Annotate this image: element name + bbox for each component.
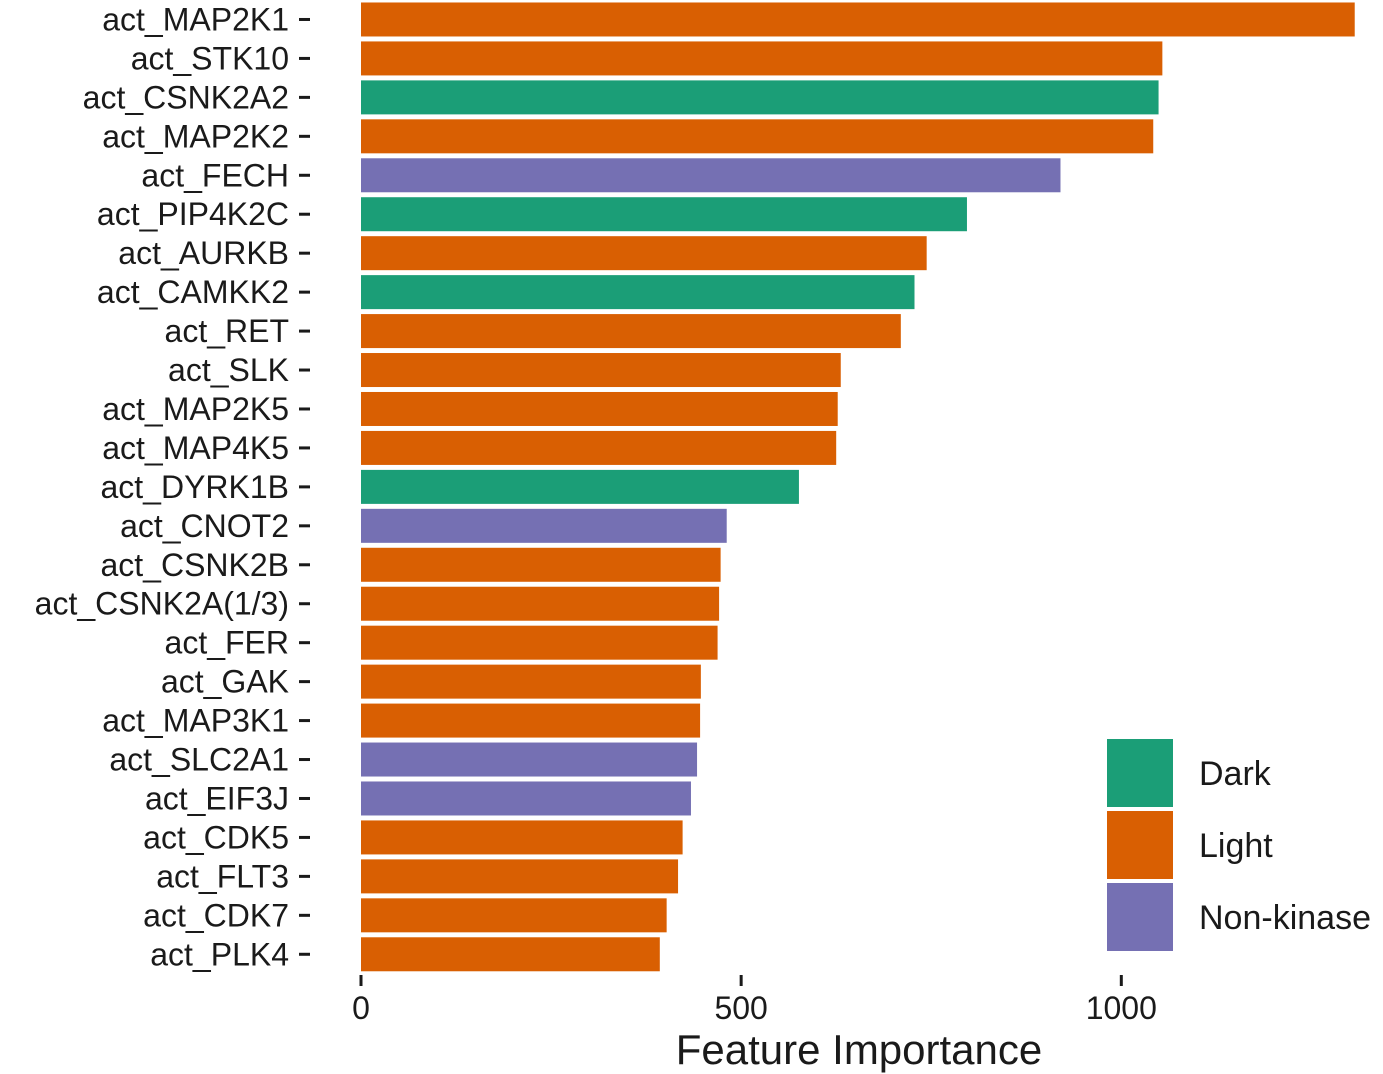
legend-label: Non-kinase — [1199, 899, 1371, 937]
bar-act-map2k5 — [361, 391, 838, 426]
y-tick-label: act_CSNK2A(1/3) — [35, 586, 289, 622]
y-tick-label: act_EIF3J — [145, 780, 289, 816]
legend-label: Dark — [1199, 755, 1272, 793]
y-tick-label: act_MAP2K5 — [102, 391, 289, 427]
bar-act-gak — [361, 664, 701, 699]
y-tick-label: act_MAP2K1 — [102, 1, 289, 37]
legend-swatch-light — [1105, 809, 1175, 881]
y-tick-label: act_MAP2K2 — [102, 118, 289, 154]
y-tick-label: act_MAP4K5 — [102, 430, 289, 466]
bar-act-flt3 — [361, 859, 679, 894]
x-axis-title: Feature Importance — [676, 1026, 1043, 1073]
bar-act-plk4 — [361, 937, 660, 972]
y-tick-label: act_CAMKK2 — [97, 274, 289, 310]
bar-act-fer — [361, 625, 718, 660]
bar-act-cnot2 — [361, 508, 727, 543]
y-tick-label: act_CDK5 — [143, 819, 289, 855]
y-tick-label: act_SLC2A1 — [109, 742, 289, 778]
bar-act-slc2a1 — [361, 742, 698, 777]
legend-label: Light — [1199, 827, 1273, 865]
bar-act-csnk2a2 — [361, 80, 1159, 115]
y-tick-label: act_GAK — [161, 664, 289, 700]
legend: Dark Light Non-kinase — [1105, 737, 1371, 953]
bar-act-slk — [361, 353, 841, 388]
bar-act-map2k2 — [361, 119, 1154, 154]
y-tick-label: act_STK10 — [131, 40, 289, 76]
legend-swatch-dark — [1105, 737, 1175, 809]
y-tick-label: act_AURKB — [118, 235, 289, 271]
bar-act-map4k5 — [361, 430, 837, 465]
bar-act-ret — [361, 314, 901, 349]
bar-act-cdk7 — [361, 898, 667, 933]
y-axis: act_MAP2K1act_STK10act_CSNK2A2act_MAP2K2… — [35, 1, 310, 972]
y-tick-label: act_CSNK2B — [100, 547, 289, 583]
bar-act-cdk5 — [361, 820, 683, 855]
y-tick-label: act_DYRK1B — [100, 469, 289, 505]
bar-act-map2k1 — [361, 2, 1355, 37]
y-tick-label: act_CSNK2A2 — [83, 79, 289, 115]
x-tick-label: 500 — [714, 990, 767, 1026]
bar-act-pip4k2c — [361, 197, 967, 232]
y-tick-label: act_FLT3 — [156, 858, 289, 894]
x-tick-label: 1000 — [1086, 990, 1157, 1026]
bar-act-dyrk1b — [361, 469, 799, 504]
y-tick-label: act_SLK — [168, 352, 289, 388]
x-tick-label: 0 — [352, 990, 370, 1026]
bar-act-camkk2 — [361, 275, 915, 310]
y-tick-label: act_PIP4K2C — [97, 196, 289, 232]
y-tick-label: act_FECH — [141, 157, 289, 193]
y-tick-label: act_CDK7 — [143, 897, 289, 933]
bar-act-csnk2b — [361, 547, 721, 582]
bar-act-stk10 — [361, 41, 1163, 76]
bar-act-eif3j — [361, 781, 691, 816]
y-tick-label: act_RET — [165, 313, 289, 349]
y-tick-label: act_PLK4 — [150, 936, 289, 972]
bar-act-map3k1 — [361, 703, 701, 738]
bar-act-fech — [361, 158, 1061, 193]
y-tick-label: act_CNOT2 — [120, 508, 289, 544]
y-tick-label: act_FER — [165, 625, 289, 661]
bars-group — [361, 2, 1355, 972]
bar-act-csnk2a-1-3- — [361, 586, 720, 621]
bar-act-aurkb — [361, 236, 927, 271]
y-tick-label: act_MAP3K1 — [102, 703, 289, 739]
legend-swatch-non-kinase — [1105, 881, 1175, 953]
x-axis: 0 500 1000 — [352, 975, 1157, 1026]
